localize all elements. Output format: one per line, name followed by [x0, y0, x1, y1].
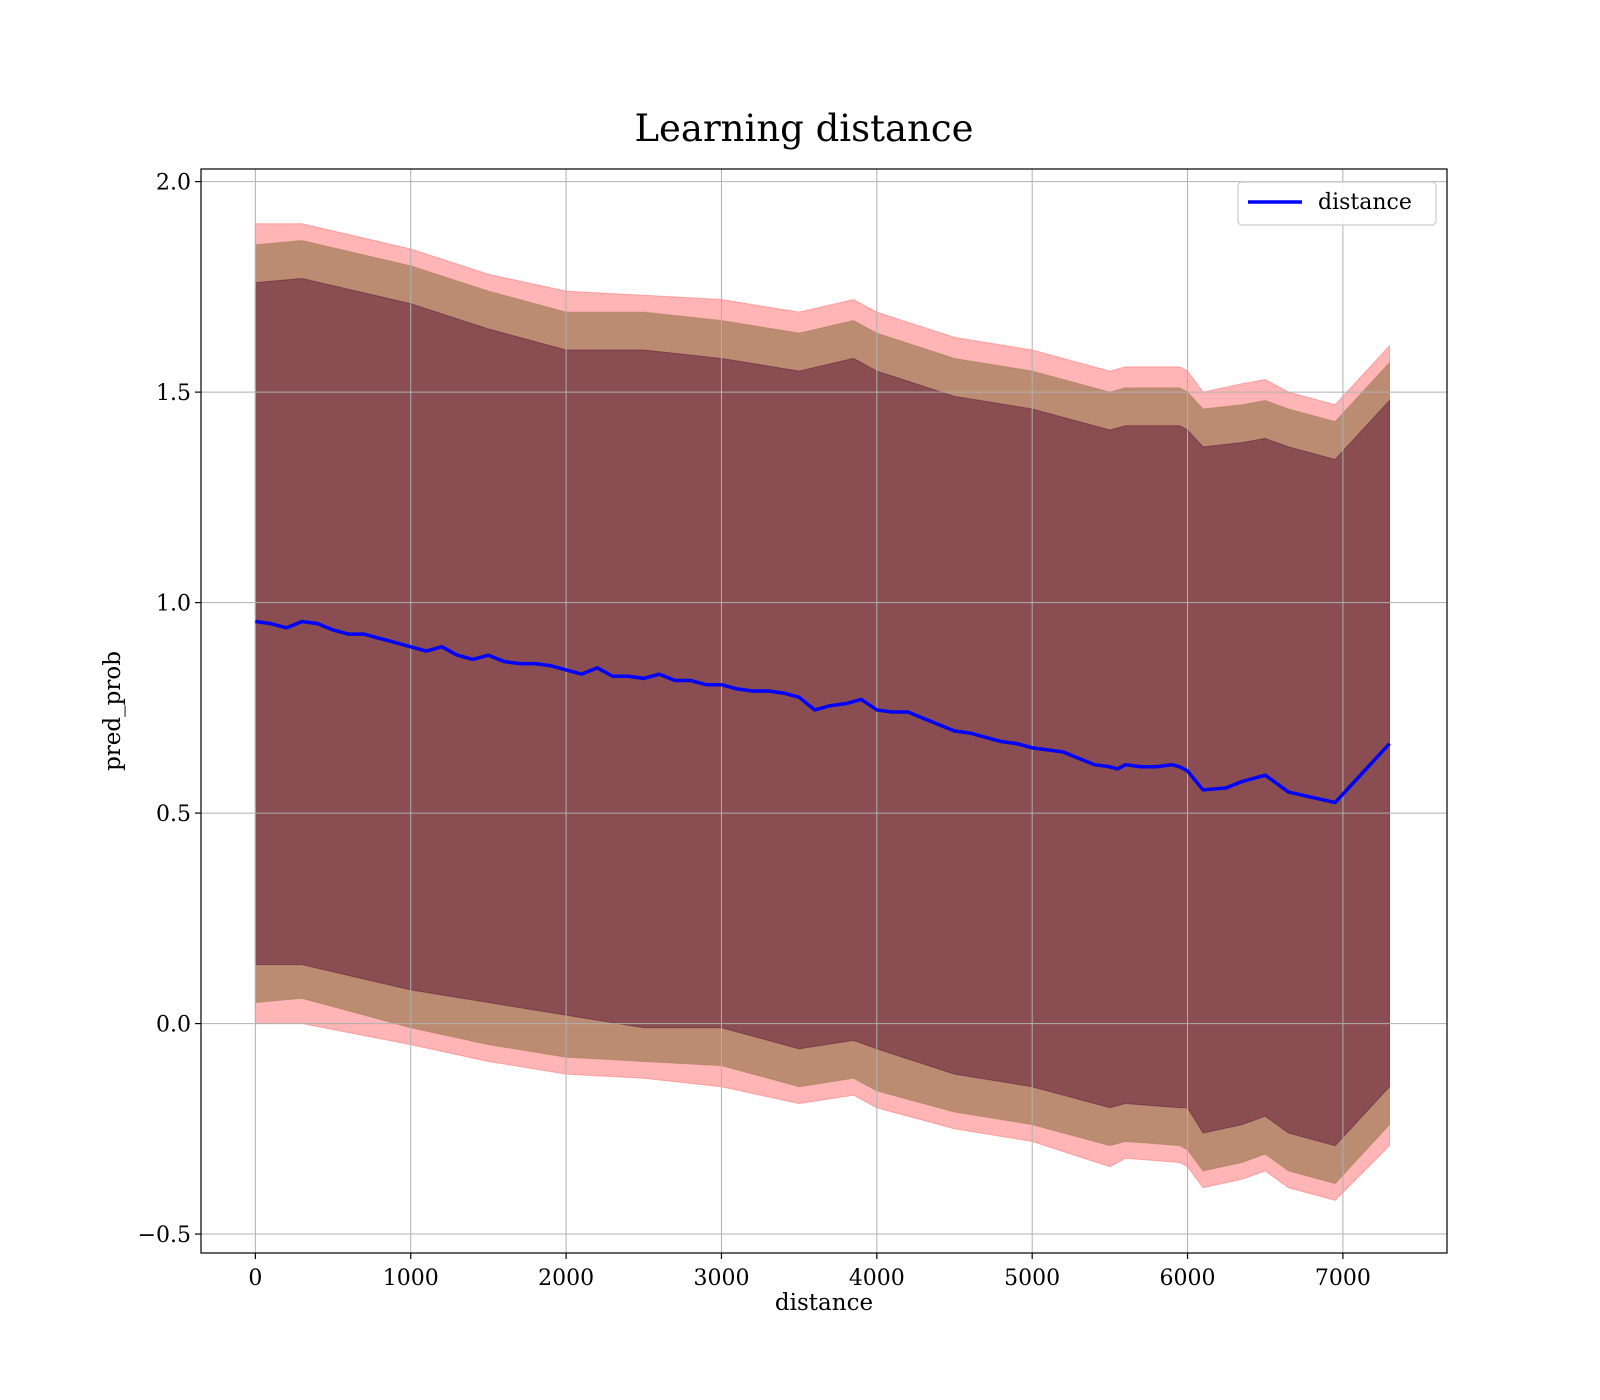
band-inner: [254, 277, 1391, 1147]
x-tick-label: 7000: [1315, 1266, 1371, 1291]
x-axis-ticks: 0 1000 2000 3000 4000 5000 6000 7000: [248, 1253, 1371, 1291]
x-tick-label: 3000: [693, 1266, 749, 1291]
x-tick-label: 6000: [1160, 1266, 1216, 1291]
x-tick-label: 5000: [1004, 1266, 1060, 1291]
y-tick-label: 1.5: [156, 381, 191, 406]
y-tick-label: 1.0: [156, 592, 191, 617]
x-tick-label: 0: [248, 1266, 262, 1291]
series-line-distance: [255, 619, 1391, 805]
line-layer: [255, 619, 1391, 805]
x-axis-label: distance: [775, 1290, 873, 1316]
y-tick-label: 0.0: [156, 1013, 191, 1038]
y-axis-ticks: −0.5 0.0 0.5 1.0 1.5 2.0: [138, 171, 201, 1248]
y-tick-label: 2.0: [156, 171, 191, 196]
x-tick-label: 4000: [849, 1266, 905, 1291]
y-tick-label: 0.5: [156, 802, 191, 827]
legend-label-distance: distance: [1318, 190, 1412, 215]
chart-title: Learning distance: [634, 107, 973, 150]
plot-frame: [200, 168, 1448, 1254]
grid-lines: [201, 169, 1447, 1253]
confidence-bands: [254, 223, 1391, 1201]
x-tick-label: 1000: [383, 1266, 439, 1291]
legend-box: [1237, 181, 1437, 226]
y-axis-label: pred_prob: [100, 651, 126, 771]
legend: distance: [1237, 181, 1437, 226]
y-tick-label: −0.5: [138, 1223, 191, 1248]
x-tick-label: 2000: [538, 1266, 594, 1291]
plot-area: [200, 168, 1448, 1254]
